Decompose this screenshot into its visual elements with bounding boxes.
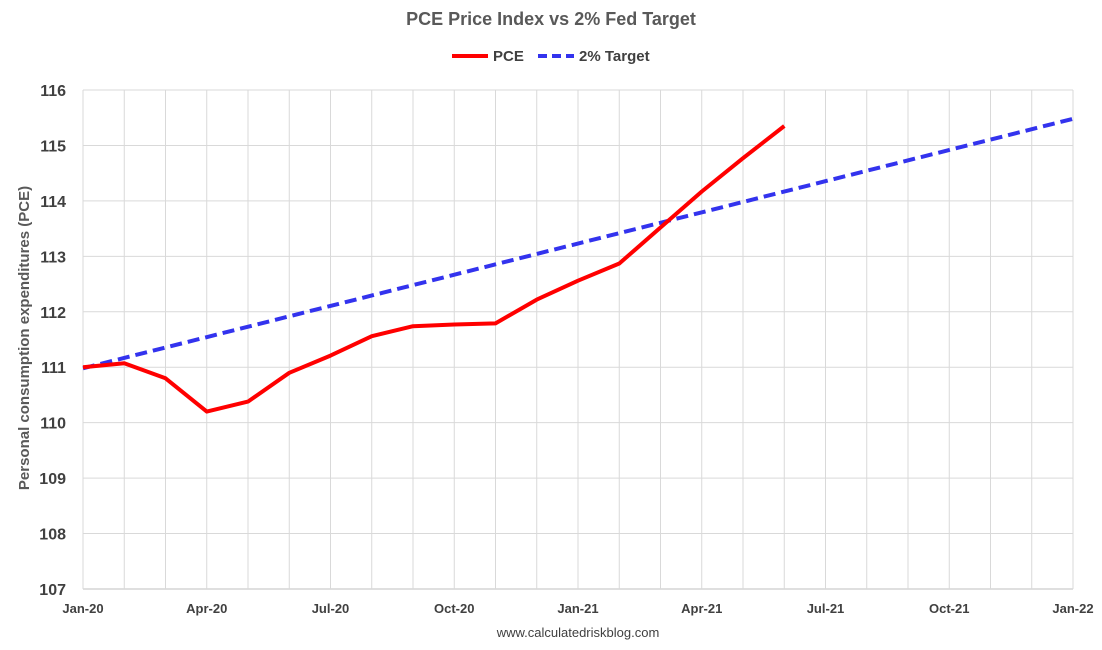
y-axis-label: Personal consumption expenditures (PCE): [16, 186, 33, 490]
x-tick-label: Apr-20: [186, 601, 227, 616]
x-tick-labels: Jan-20 Apr-20 Jul-20 Oct-20 Jan-21 Apr-21 Jul-…: [62, 601, 1093, 616]
x-tick-label: Jan-20: [62, 601, 103, 616]
y-tick-label: 109: [39, 471, 66, 488]
x-tick-label: Oct-21: [929, 601, 969, 616]
target-series-line: [82, 116, 1074, 371]
y-tick-label: 111: [41, 360, 66, 377]
pce-series-line: [82, 124, 786, 414]
y-tick-label: 115: [40, 138, 66, 155]
gridlines: [82, 89, 1074, 590]
x-tick-label: Apr-21: [681, 601, 722, 616]
x-tick-label: Oct-20: [434, 601, 474, 616]
y-tick-label: 110: [40, 416, 66, 433]
legend-target-label: 2% Target: [579, 48, 650, 65]
x-tick-label: Jan-21: [557, 601, 598, 616]
source-credit: www.calculatedriskblog.com: [496, 625, 660, 640]
x-tick-label: Jan-22: [1052, 601, 1093, 616]
series-lines: [82, 116, 1074, 414]
y-tick-label: 113: [40, 249, 66, 266]
legend-pce-label: PCE: [493, 48, 524, 65]
x-tick-label: Jul-21: [807, 601, 845, 616]
y-tick-label: 108: [39, 527, 66, 544]
legend: PCE 2% Target: [452, 48, 650, 65]
y-tick-label: 107: [39, 582, 66, 599]
y-tick-label: 112: [40, 305, 66, 322]
x-tick-label: Jul-20: [312, 601, 350, 616]
chart-title: PCE Price Index vs 2% Fed Target: [406, 9, 696, 29]
y-tick-label: 116: [40, 83, 66, 100]
y-tick-labels: 107 108 109 110 111 112 113 114 115 116: [39, 83, 66, 599]
y-tick-label: 114: [40, 194, 66, 211]
